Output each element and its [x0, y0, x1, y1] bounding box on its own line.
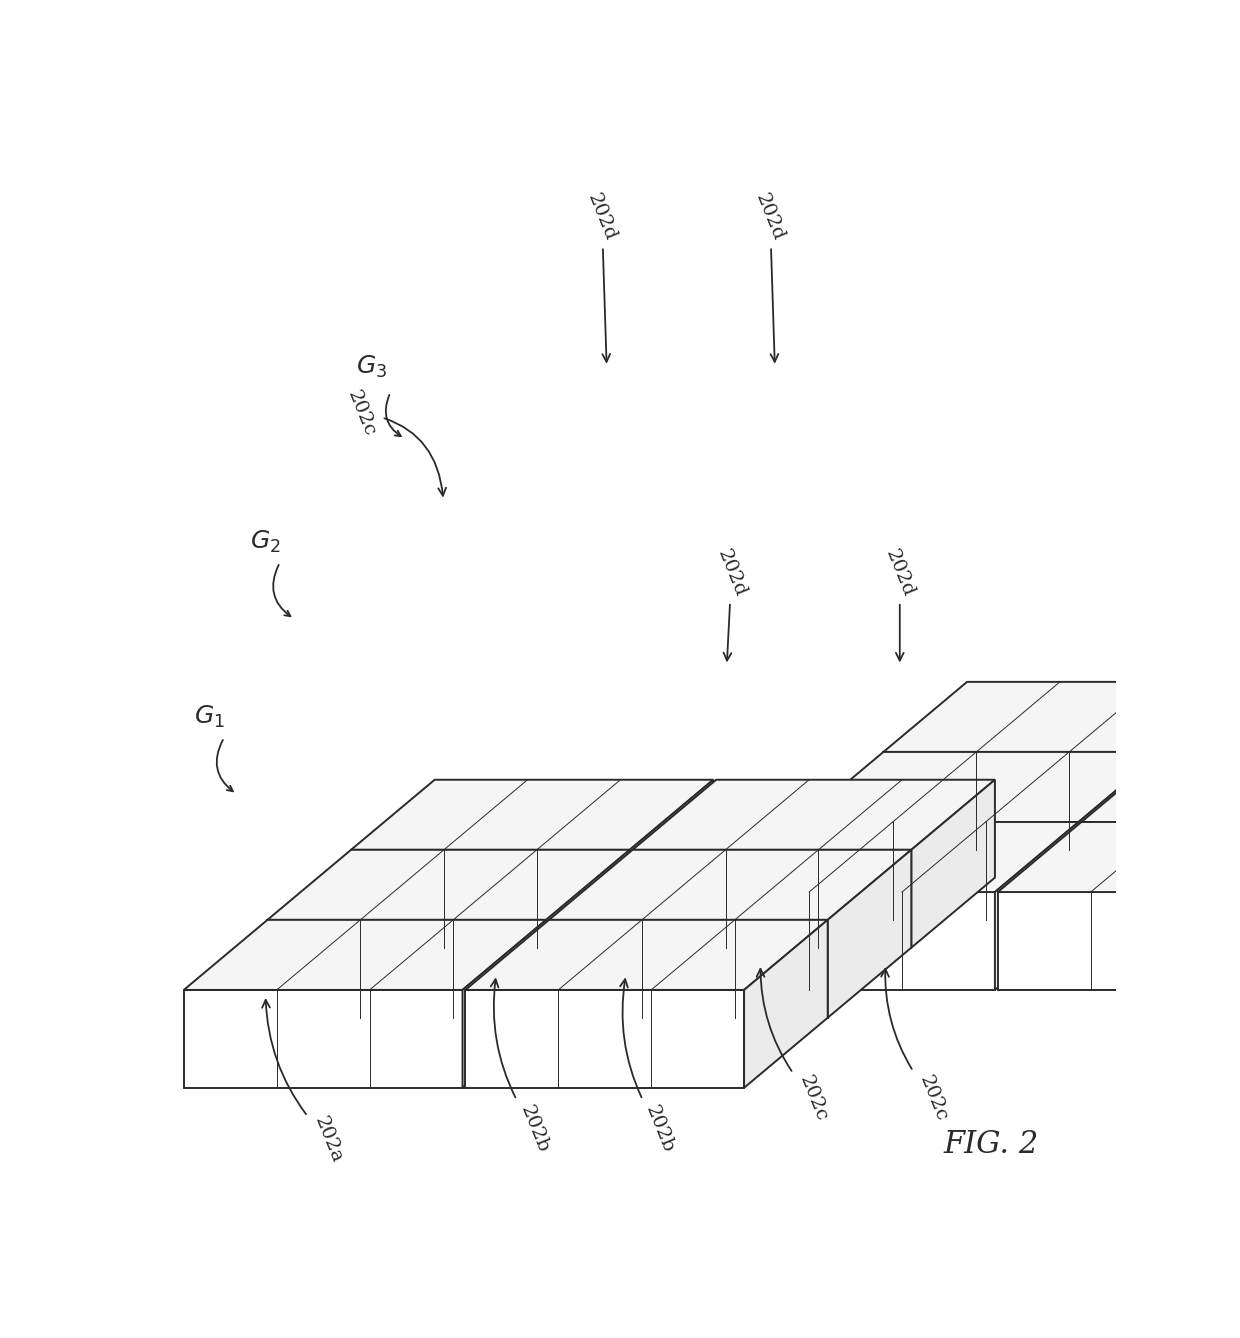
Text: 202d: 202d — [714, 546, 749, 661]
Text: 202b: 202b — [491, 979, 552, 1156]
Polygon shape — [630, 780, 713, 947]
Text: FIG. 2: FIG. 2 — [944, 1129, 1039, 1160]
Polygon shape — [744, 919, 828, 1088]
Polygon shape — [184, 919, 546, 990]
Polygon shape — [268, 850, 630, 919]
Text: 202c: 202c — [345, 387, 446, 496]
Polygon shape — [549, 850, 911, 919]
Polygon shape — [911, 780, 994, 947]
Polygon shape — [800, 752, 1162, 822]
Polygon shape — [546, 850, 630, 1018]
Text: 202c: 202c — [756, 969, 831, 1124]
Polygon shape — [549, 919, 828, 1018]
Polygon shape — [463, 919, 546, 1088]
Polygon shape — [828, 850, 911, 1018]
Polygon shape — [184, 990, 463, 1088]
Polygon shape — [1162, 682, 1240, 850]
Polygon shape — [717, 892, 994, 990]
Polygon shape — [465, 919, 828, 990]
Polygon shape — [465, 990, 744, 1088]
Polygon shape — [994, 822, 1079, 990]
Polygon shape — [1166, 682, 1240, 752]
Text: 202b: 202b — [620, 979, 677, 1156]
Polygon shape — [268, 919, 546, 1018]
Text: 202d: 202d — [584, 191, 620, 361]
Polygon shape — [883, 682, 1240, 752]
Text: $G_2$: $G_2$ — [250, 529, 281, 555]
Polygon shape — [883, 752, 1162, 850]
Polygon shape — [1081, 752, 1240, 822]
Text: 202a: 202a — [262, 999, 346, 1165]
Polygon shape — [717, 822, 1079, 892]
Text: $G_3$: $G_3$ — [356, 353, 387, 380]
Polygon shape — [1166, 752, 1240, 850]
Polygon shape — [998, 892, 1240, 990]
Polygon shape — [351, 780, 713, 850]
Polygon shape — [1081, 822, 1240, 919]
Polygon shape — [632, 780, 994, 850]
Polygon shape — [351, 850, 630, 947]
Text: 202c: 202c — [882, 969, 951, 1124]
Text: $G_1$: $G_1$ — [195, 704, 226, 731]
Text: 202d: 202d — [753, 191, 787, 361]
Polygon shape — [632, 850, 911, 947]
Polygon shape — [1079, 752, 1162, 919]
Polygon shape — [800, 822, 1079, 919]
Polygon shape — [998, 822, 1240, 892]
Text: 202d: 202d — [882, 546, 918, 661]
